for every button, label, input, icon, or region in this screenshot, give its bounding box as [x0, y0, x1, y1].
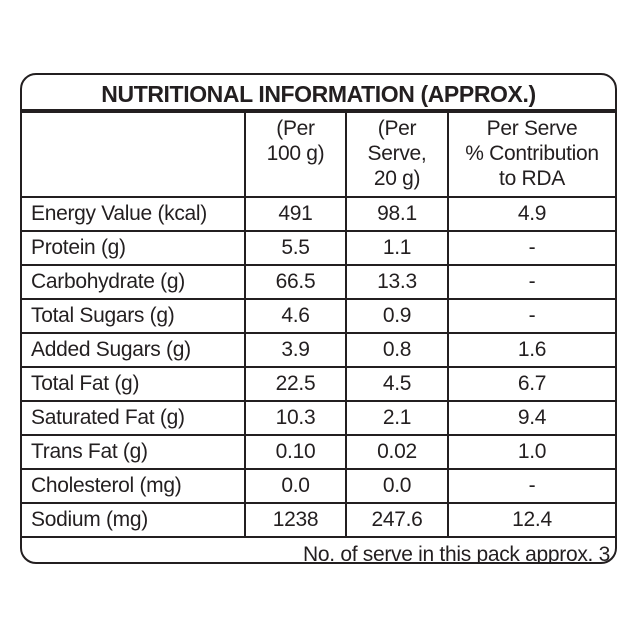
value-rda: 1.0: [447, 434, 615, 470]
table-row: Sodium (mg) 1238 247.6 12.4: [22, 502, 615, 538]
nutrient-name: Energy Value (kcal): [22, 196, 246, 232]
value-rda: -: [447, 468, 615, 504]
value-per-serve: 247.6: [345, 502, 449, 538]
value-rda: 4.9: [447, 196, 615, 232]
value-per-serve: 0.8: [345, 332, 449, 368]
nutrient-name: Trans Fat (g): [22, 434, 246, 470]
header-line: 100 g): [266, 142, 325, 165]
table-row: Added Sugars (g) 3.9 0.8 1.6: [22, 332, 615, 368]
header-line: Serve,: [367, 142, 427, 165]
table-row: Carbohydrate (g) 66.5 13.3 -: [22, 264, 615, 300]
servings-note: No. of serve in this pack approx. 3: [22, 536, 615, 562]
nutrient-name: Cholesterol (mg): [22, 468, 246, 504]
header-rda-contribution: Per Serve % Contribution to RDA: [447, 111, 615, 198]
label-title: NUTRITIONAL INFORMATION (APPROX.): [22, 75, 615, 111]
value-per-100g: 0.0: [244, 468, 347, 504]
table-row: Energy Value (kcal) 491 98.1 4.9: [22, 196, 615, 232]
nutrient-name: Added Sugars (g): [22, 332, 246, 368]
nutrient-name: Total Sugars (g): [22, 298, 246, 334]
table-row: Total Fat (g) 22.5 4.5 6.7: [22, 366, 615, 402]
value-per-serve: 0.0: [345, 468, 449, 504]
header-line: (Per: [276, 117, 315, 140]
value-per-100g: 4.6: [244, 298, 347, 334]
value-per-100g: 66.5: [244, 264, 347, 300]
value-rda: -: [447, 264, 615, 300]
value-per-100g: 0.10: [244, 434, 347, 470]
table-header: (Per 100 g) (Per Serve, 20 g) Per Serve …: [22, 111, 615, 198]
nutrition-table: (Per 100 g) (Per Serve, 20 g) Per Serve …: [22, 111, 615, 562]
value-per-100g: 3.9: [244, 332, 347, 368]
nutrition-label: NUTRITIONAL INFORMATION (APPROX.) (Per 1…: [20, 73, 617, 564]
value-rda: 6.7: [447, 366, 615, 402]
value-per-serve: 4.5: [345, 366, 449, 402]
header-line: (Per: [377, 117, 417, 140]
value-per-serve: 2.1: [345, 400, 449, 436]
value-per-serve: 0.02: [345, 434, 449, 470]
table-row: Trans Fat (g) 0.10 0.02 1.0: [22, 434, 615, 470]
nutrient-name: Protein (g): [22, 230, 246, 266]
header-row: (Per 100 g) (Per Serve, 20 g) Per Serve …: [22, 111, 615, 198]
value-rda: 9.4: [447, 400, 615, 436]
value-per-100g: 22.5: [244, 366, 347, 402]
header-line: Per Serve: [486, 117, 578, 140]
value-rda: 12.4: [447, 502, 615, 538]
header-nutrient-cell: [22, 111, 246, 198]
footer-row: No. of serve in this pack approx. 3: [22, 536, 615, 562]
header-line: 20 g): [373, 167, 421, 190]
value-rda: -: [447, 298, 615, 334]
table-row: Cholesterol (mg) 0.0 0.0 -: [22, 468, 615, 504]
table-row: Total Sugars (g) 4.6 0.9 -: [22, 298, 615, 334]
table-row: Saturated Fat (g) 10.3 2.1 9.4: [22, 400, 615, 436]
nutrient-name: Total Fat (g): [22, 366, 246, 402]
nutrient-name: Carbohydrate (g): [22, 264, 246, 300]
value-per-100g: 5.5: [244, 230, 347, 266]
value-rda: 1.6: [447, 332, 615, 368]
table-row: Protein (g) 5.5 1.1 -: [22, 230, 615, 266]
value-per-100g: 491: [244, 196, 347, 232]
value-per-serve: 13.3: [345, 264, 449, 300]
nutrient-name: Sodium (mg): [22, 502, 246, 538]
value-per-serve: 0.9: [345, 298, 449, 334]
value-per-100g: 10.3: [244, 400, 347, 436]
value-per-serve: 1.1: [345, 230, 449, 266]
value-rda: -: [447, 230, 615, 266]
table-body: Energy Value (kcal) 491 98.1 4.9 Protein…: [22, 196, 615, 562]
header-per-100g: (Per 100 g): [244, 111, 347, 198]
value-per-serve: 98.1: [345, 196, 449, 232]
nutrient-name: Saturated Fat (g): [22, 400, 246, 436]
header-per-serve: (Per Serve, 20 g): [345, 111, 449, 198]
value-per-100g: 1238: [244, 502, 347, 538]
header-line: % Contribution: [465, 142, 599, 165]
header-line: to RDA: [499, 167, 565, 190]
